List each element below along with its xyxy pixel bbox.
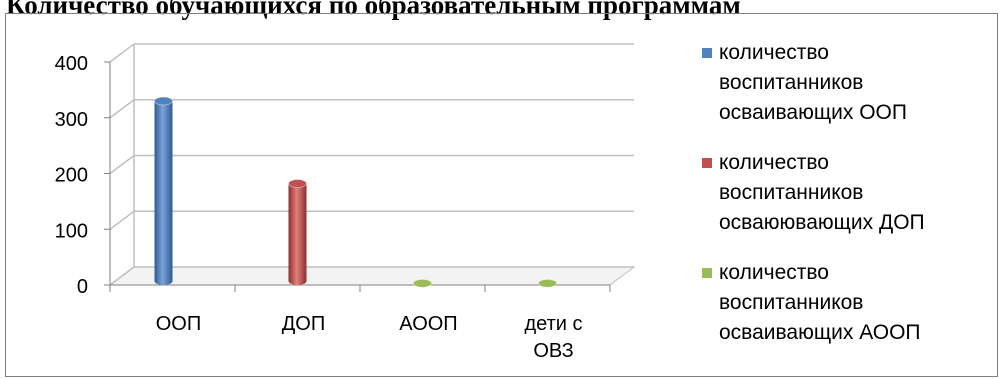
x-tick-label-line: ДОП — [282, 313, 325, 335]
chart-legend: количество воспитанников осваивающих ООП ко… — [702, 38, 992, 368]
legend-swatch — [702, 48, 712, 58]
x-tick-label-line: ОВЗ — [533, 340, 573, 362]
legend-item: количество воспитанников осваивающих ООП — [702, 38, 992, 128]
x-tick-label-line: ООП — [156, 313, 202, 335]
bar — [413, 278, 432, 288]
bar-top — [288, 179, 307, 188]
legend-item: количество воспитанников осваюювающих ДОП — [702, 148, 992, 238]
x-tick-label: ДОП — [282, 313, 325, 335]
bar-body — [154, 101, 173, 286]
x-tick-label: АООП — [399, 313, 457, 335]
gridline-side — [109, 43, 135, 63]
bar-top — [538, 278, 557, 288]
x-tick-label: дети с ОВЗ — [524, 313, 582, 362]
bar-top — [413, 278, 432, 288]
bar — [288, 179, 307, 285]
legend-label: количество — [719, 151, 829, 174]
x-tick-label: ООП — [156, 313, 202, 335]
bars-layer — [154, 96, 557, 288]
y-tick-label: 100 — [55, 220, 88, 242]
legend-label: количество — [719, 261, 829, 284]
grid-layer — [104, 43, 636, 292]
legend-label: количество — [719, 41, 829, 64]
legend-label: осваивающих АООП — [719, 321, 921, 344]
chart-title: Количество обучающихся по образовательны… — [6, 0, 741, 20]
chart-frame — [5, 13, 998, 377]
x-tick-label-line: дети с — [524, 313, 582, 335]
gridline-side — [109, 266, 135, 286]
legend-label: осваюювающих ДОП — [719, 211, 925, 234]
legend-swatch — [702, 268, 712, 278]
bar — [538, 278, 557, 288]
labels-layer: 0 100 200 300 400 ООП ДОП АООП дети с ОВЗ — [55, 53, 583, 362]
legend-label: воспитанников — [719, 291, 864, 314]
x-tick-label-line: АООП — [399, 313, 457, 335]
gridline-side — [109, 99, 135, 119]
y-tick-label: 300 — [55, 109, 88, 131]
bar-body — [288, 183, 307, 285]
bar — [154, 96, 173, 286]
legend-label: воспитанников — [719, 71, 864, 94]
bar-top — [154, 96, 173, 106]
y-tick-label: 0 — [77, 276, 88, 298]
legend-label: осваивающих ООП — [719, 101, 907, 124]
legend-swatch — [702, 158, 712, 168]
y-tick-label: 200 — [55, 165, 88, 187]
legend-item: количество воспитанников осваивающих АООП — [702, 258, 992, 348]
y-tick-label: 400 — [55, 53, 88, 75]
gridline-side — [109, 154, 135, 175]
legend-label: воспитанников — [719, 181, 864, 204]
gridline-side — [109, 210, 135, 230]
